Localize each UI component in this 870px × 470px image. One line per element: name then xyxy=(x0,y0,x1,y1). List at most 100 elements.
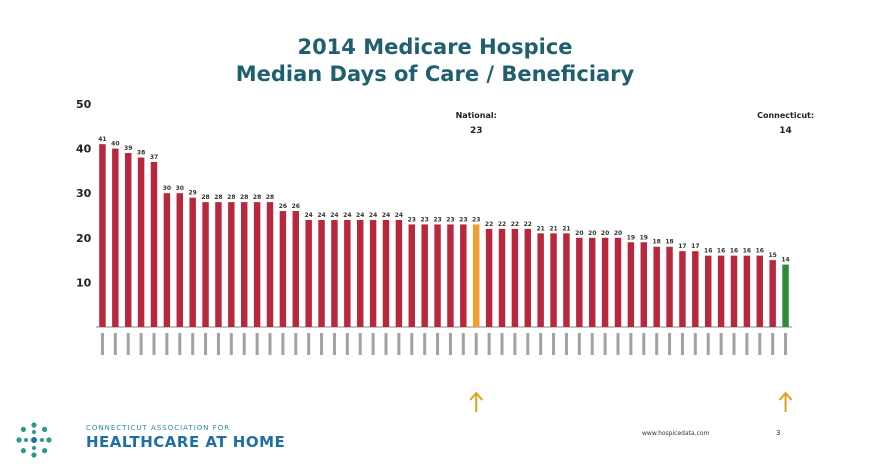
x-category-label xyxy=(706,333,710,355)
highlight-label: National: xyxy=(456,111,497,120)
bar-data-label: 18 xyxy=(665,239,673,246)
chart-subtitle: Median Days of Care / Beneficiary xyxy=(235,62,635,86)
logo-ring-icon xyxy=(16,422,52,458)
chart-title: 2014 Medicare Hospice xyxy=(297,35,573,59)
bar-data-label: 22 xyxy=(498,221,506,228)
x-category-label xyxy=(758,333,762,355)
x-category-label xyxy=(165,333,169,355)
bar-data-label: 23 xyxy=(420,216,428,223)
bar-data-label: 20 xyxy=(588,230,596,237)
x-category-label xyxy=(526,333,530,355)
bar xyxy=(253,202,261,327)
bar-data-label: 20 xyxy=(575,230,583,237)
bar-data-label: 23 xyxy=(446,216,454,223)
bar-data-label: 24 xyxy=(356,212,364,219)
x-category-label xyxy=(204,333,208,355)
bar xyxy=(601,237,609,327)
bar xyxy=(614,237,622,327)
x-category-label xyxy=(410,333,414,355)
x-category-label xyxy=(423,333,427,355)
x-category-label xyxy=(771,333,775,355)
bar xyxy=(485,228,493,327)
y-tick-label: 50 xyxy=(76,98,92,111)
bar-data-label: 22 xyxy=(485,221,493,228)
bar xyxy=(99,144,106,327)
bar xyxy=(318,219,325,327)
bar xyxy=(627,242,635,327)
bar-data-label: 23 xyxy=(472,216,480,223)
x-category-label xyxy=(732,333,736,355)
bar-data-label: 23 xyxy=(408,216,416,223)
bar xyxy=(640,242,647,327)
bar xyxy=(537,233,544,327)
bar-data-label: 16 xyxy=(743,248,751,255)
bar xyxy=(434,224,441,327)
association-logo: CONNECTICUT ASSOCIATION FOR HEALTHCARE A… xyxy=(14,420,314,460)
bar-data-label: 19 xyxy=(640,234,648,241)
x-category-label xyxy=(552,333,556,355)
bar-data-label: 16 xyxy=(730,248,738,255)
x-category-label xyxy=(358,333,362,355)
bar-data-label: 19 xyxy=(627,234,635,241)
bar xyxy=(228,202,235,327)
up-arrow-head-icon xyxy=(778,391,793,401)
bar xyxy=(743,255,751,327)
bar-data-label: 15 xyxy=(768,252,776,259)
x-category-label xyxy=(539,333,543,355)
x-category-label xyxy=(784,333,788,355)
bar xyxy=(344,219,351,327)
highlight-value: 23 xyxy=(470,126,483,136)
bar-data-label: 28 xyxy=(214,194,222,201)
bar xyxy=(189,197,196,327)
x-category-label xyxy=(668,333,672,355)
x-category-label xyxy=(152,333,156,355)
bar xyxy=(524,228,531,327)
bar-data-label: 16 xyxy=(704,248,712,255)
highlight-label: Connecticut: xyxy=(757,111,814,120)
bar-data-label: 20 xyxy=(601,230,609,237)
x-category-label xyxy=(461,333,465,355)
x-category-label xyxy=(474,333,478,355)
logo-association-text: CONNECTICUT ASSOCIATION FOR xyxy=(86,424,231,432)
x-category-label xyxy=(371,333,375,355)
bar xyxy=(756,255,763,327)
x-category-label xyxy=(281,333,285,355)
bar xyxy=(176,193,183,327)
x-category-label xyxy=(216,333,220,355)
bar xyxy=(717,255,725,327)
bar xyxy=(653,246,660,327)
x-category-label xyxy=(268,333,272,355)
bar xyxy=(125,153,132,327)
bar-data-label: 24 xyxy=(369,212,377,219)
bar-data-label: 24 xyxy=(343,212,351,219)
x-category-label xyxy=(139,333,143,355)
bar xyxy=(563,233,570,327)
bar xyxy=(666,246,673,327)
bar-data-label: 30 xyxy=(163,185,171,192)
bar xyxy=(369,219,377,327)
x-category-label xyxy=(436,333,440,355)
x-category-label xyxy=(113,333,117,355)
x-category-label xyxy=(397,333,401,355)
bar xyxy=(331,219,338,327)
x-category-label xyxy=(500,333,504,355)
bar-data-label: 20 xyxy=(614,230,622,237)
bar xyxy=(163,193,171,327)
bar xyxy=(705,255,712,327)
x-category-label xyxy=(294,333,298,355)
bar xyxy=(576,237,583,327)
bar-data-label: 30 xyxy=(176,185,184,192)
bar-data-label: 24 xyxy=(382,212,390,219)
y-tick-label: 10 xyxy=(76,276,92,289)
bar xyxy=(679,251,686,327)
bar-data-label: 21 xyxy=(549,225,557,232)
bar xyxy=(550,233,557,327)
x-category-label xyxy=(642,333,646,355)
logo-brand-text: HEALTHCARE AT HOME xyxy=(86,433,286,451)
x-category-label xyxy=(384,333,388,355)
bar xyxy=(730,255,738,327)
highlight-value: 14 xyxy=(779,126,792,136)
bar xyxy=(447,224,454,327)
footer-source-url: www.hospicedata.com xyxy=(642,430,710,437)
x-category-label xyxy=(178,333,182,355)
